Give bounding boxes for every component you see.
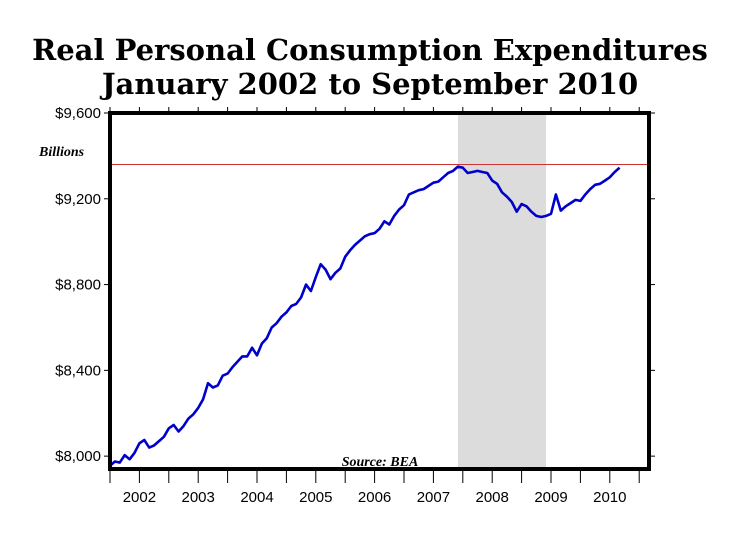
source-label: Source: BEA <box>342 455 419 470</box>
y-tick-label: $9,600 <box>55 105 101 122</box>
x-tick-label: 2010 <box>593 489 626 506</box>
x-tick-label: 2008 <box>476 489 509 506</box>
x-tick-label: 2004 <box>240 489 273 506</box>
chart-subtitle: January 2002 to September 2010 <box>99 67 638 101</box>
x-tick-label: 2009 <box>534 489 567 506</box>
x-tick-label: 2006 <box>358 489 391 506</box>
x-tick-label: 2007 <box>417 489 450 506</box>
y-tick-label: $8,000 <box>55 448 101 465</box>
x-tick-label: 2002 <box>123 489 156 506</box>
plot-frame <box>108 111 651 471</box>
y-tick-label: $8,800 <box>55 277 101 294</box>
chart-title: Real Personal Consumption Expenditures <box>32 33 708 67</box>
recession-shading <box>457 113 547 469</box>
y-tick-label: $9,200 <box>55 191 101 208</box>
y-tick-label: $8,400 <box>55 362 101 379</box>
series-line <box>109 165 621 467</box>
y-unit-label: Billions <box>38 145 85 160</box>
x-tick-label: 2005 <box>299 489 332 506</box>
x-tick-label: 2003 <box>182 489 215 506</box>
plot-area: $8,000 $8,400 $8,800 $9,200 $9,600 2002 2003 20… <box>55 105 655 506</box>
